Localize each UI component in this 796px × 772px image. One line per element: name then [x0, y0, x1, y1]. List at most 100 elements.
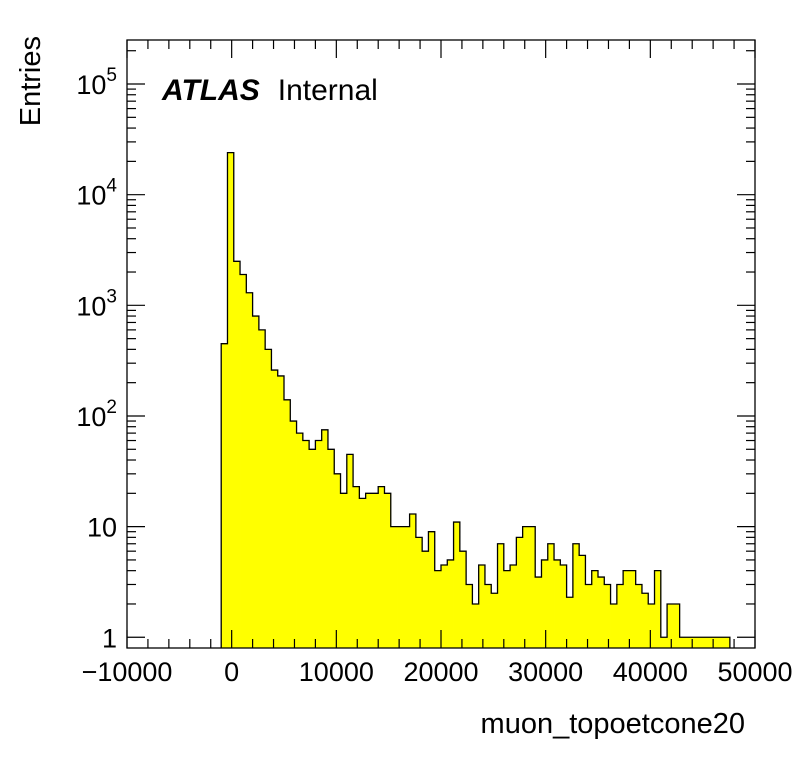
histogram-bar — [491, 593, 498, 648]
x-tick-label: 10000 — [299, 657, 374, 687]
histogram-bar — [667, 603, 674, 648]
histogram-bar — [428, 531, 436, 648]
internal-text: Internal — [278, 74, 378, 107]
histogram-bar — [685, 637, 693, 648]
histogram-bar — [258, 329, 266, 648]
histogram-bar — [397, 526, 404, 648]
histogram-bar — [535, 577, 542, 648]
histogram-bar — [610, 603, 618, 648]
histogram-bar — [221, 343, 228, 648]
histogram-bar — [478, 564, 486, 648]
histogram-bar — [296, 433, 304, 648]
histogram-bars — [221, 152, 731, 649]
histogram-bar — [246, 292, 253, 648]
x-tick-label: 50000 — [717, 657, 792, 687]
y-tick-label: 104 — [76, 176, 117, 211]
histogram-bar — [466, 584, 473, 648]
histogram-bar — [459, 551, 467, 648]
histogram-bar — [704, 637, 712, 648]
y-tick-label: 105 — [76, 65, 117, 100]
histogram-bar — [585, 584, 593, 648]
histogram-bar — [560, 564, 567, 648]
histogram-bar — [359, 498, 367, 648]
histogram-bar — [591, 570, 599, 648]
histogram-bar — [641, 593, 649, 648]
axis-ticks — [126, 40, 756, 648]
histogram-bar — [371, 493, 379, 648]
y-tick-label: 10 — [87, 513, 117, 543]
histogram-bar — [227, 152, 235, 649]
histogram-bar — [717, 637, 724, 648]
histogram-bar — [522, 526, 530, 648]
histogram-bar — [327, 449, 335, 648]
histogram-bar — [390, 526, 398, 648]
histogram-bar — [447, 559, 454, 648]
histogram-bar — [673, 603, 681, 648]
histogram-bar — [528, 526, 536, 648]
histogram-bar — [365, 493, 373, 648]
y-tick-label: 103 — [76, 286, 117, 321]
histogram-bar — [579, 555, 586, 648]
histogram-bar — [547, 543, 555, 648]
histogram-bar — [654, 570, 662, 648]
histogram-bar — [541, 559, 549, 648]
histogram-bar — [623, 570, 630, 648]
histogram-bar — [484, 584, 492, 648]
histogram-bar — [409, 514, 417, 648]
histogram-bar — [240, 274, 247, 648]
histogram-outline — [220, 151, 731, 648]
histogram-bar — [629, 570, 637, 648]
histogram-bar — [598, 577, 605, 648]
histogram-bar — [334, 473, 341, 648]
histogram-bar — [616, 584, 624, 648]
histogram-bar — [315, 440, 323, 648]
histogram-bar — [453, 522, 461, 648]
y-tick-labels: 1 10 102 103 104 105 — [76, 65, 117, 653]
histogram-bar — [692, 637, 699, 648]
histogram-bar — [698, 637, 706, 648]
x-tick-label: 30000 — [508, 657, 583, 687]
histogram-bar — [679, 637, 687, 648]
histogram-bar — [233, 261, 241, 648]
histogram-bar — [309, 449, 316, 648]
x-tick-label: −10000 — [82, 657, 173, 687]
histogram-bar — [353, 486, 360, 648]
y-axis-title: Entries — [15, 36, 47, 126]
atlas-label: ATLAS Internal — [161, 74, 378, 107]
histogram-bar — [340, 493, 348, 648]
histogram-bar — [403, 526, 410, 648]
histogram-bar — [472, 603, 480, 648]
histogram-bar — [265, 349, 272, 648]
histogram-bar — [516, 537, 524, 648]
histogram-bar — [648, 603, 655, 648]
histogram-bar — [497, 543, 505, 648]
y-tick-label: 102 — [76, 397, 117, 432]
histogram-bar — [346, 454, 354, 648]
histogram-bar — [284, 399, 291, 648]
histogram-bar — [510, 564, 517, 648]
histogram-bar — [302, 440, 310, 648]
x-tick-label: 40000 — [613, 657, 688, 687]
x-tick-label: 0 — [224, 657, 239, 687]
x-tick-labels: −10000 0 10000 20000 30000 40000 50000 — [82, 657, 793, 687]
histogram-bar — [252, 316, 260, 648]
histogram-bar — [604, 584, 611, 648]
histogram-bar — [290, 421, 297, 648]
histogram-bar — [660, 637, 668, 648]
histogram-bar — [277, 375, 285, 648]
histogram-bar — [503, 570, 511, 648]
histogram-bar — [711, 637, 718, 648]
y-tick-label: 1 — [102, 623, 117, 653]
histogram-bar — [566, 597, 574, 648]
histogram-bar — [422, 551, 429, 648]
histogram-bar — [415, 537, 423, 648]
histogram-bar — [434, 570, 442, 648]
x-axis-title: muon_topoetcone20 — [481, 708, 745, 740]
histogram-bar — [441, 564, 448, 648]
histogram-bar — [378, 486, 385, 648]
histogram-bar — [321, 429, 329, 648]
x-tick-label: 20000 — [403, 657, 478, 687]
histogram-bar — [271, 370, 279, 648]
atlas-bold-text: ATLAS — [161, 74, 260, 107]
